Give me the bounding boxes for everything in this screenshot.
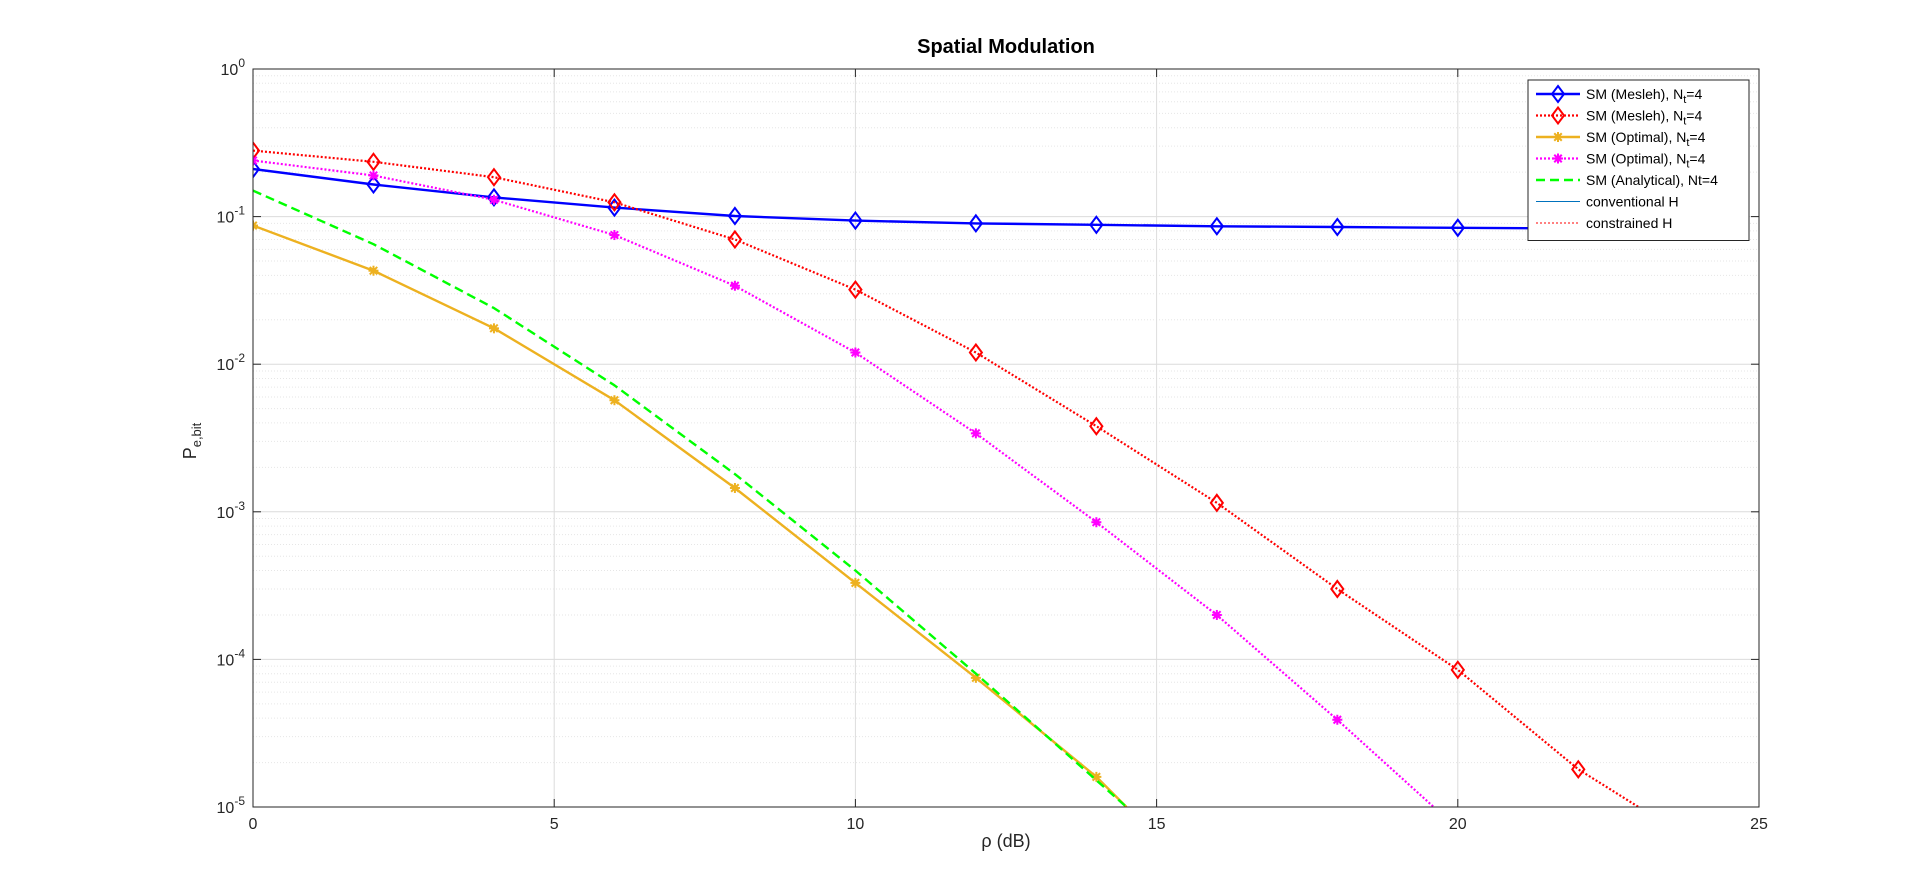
data-point-marker [848,279,863,300]
data-point-marker [1089,215,1104,235]
y-axis-label-main: P [180,447,200,459]
legend-box [1527,79,1750,241]
x-tick-label: 15 [1148,816,1166,833]
y-axis-label-sub: e,bit [189,422,204,447]
legend-label: SM (Mesleh), Nt=4 [1586,108,1702,128]
data-point-marker [368,265,379,276]
data-point-marker [488,323,499,334]
legend-entry: SM (Mesleh), Nt=4 [1536,84,1702,106]
series-line [253,189,1128,807]
data-point-marker [368,170,379,181]
legend-label: SM (Optimal), Nt=4 [1586,151,1706,171]
data-point-marker [253,140,261,161]
x-tick-label: 0 [249,816,258,833]
legend-entry: SM (Analytical), Nt=4 [1536,172,1718,188]
x-tick-label: 5 [550,816,559,833]
x-axis-label: ρ (dB) [981,831,1030,851]
y-tick-label: 10-3 [217,499,246,522]
data-point-marker [1553,153,1563,164]
series-3 [253,155,1435,807]
plot-area [253,69,1759,807]
data-point-marker [1450,660,1466,680]
y-tick-exponent: -2 [234,351,245,365]
data-point-marker [850,577,861,588]
legend-label: SM (Optimal), Nt=4 [1586,129,1706,149]
data-point-marker [727,229,743,250]
data-point-marker [366,152,381,172]
y-tick-exponent: -5 [234,794,245,808]
legend-entry: SM (Mesleh), Nt=4 [1536,105,1702,128]
data-point-marker [727,206,743,226]
series-layer [253,140,1707,807]
data-point-marker [1211,609,1222,620]
data-point-marker [1550,84,1566,104]
data-point-marker [968,213,984,234]
data-point-marker [1332,714,1343,725]
x-tick-label: 20 [1449,816,1467,833]
data-point-marker [253,159,261,179]
data-point-marker [1550,105,1566,126]
plot-frame [252,68,1760,808]
data-point-marker [253,155,258,166]
data-point-marker [1571,759,1586,779]
x-tick-label: 10 [847,816,865,833]
legend: SM (Mesleh), Nt=4SM (Mesleh), Nt=4SM (Op… [1527,79,1750,241]
grid [253,69,1759,807]
y-tick-base: 10 [217,800,235,817]
data-point-marker [848,210,863,231]
data-point-marker [850,347,861,358]
data-point-marker [1330,217,1345,237]
y-tick-label: 10-4 [217,646,246,669]
legend-label: constrained H [1586,215,1672,231]
x-tick-label: 25 [1750,816,1768,833]
data-point-marker [1330,579,1345,599]
legend-label: conventional H [1586,194,1679,210]
data-point-marker [253,220,258,231]
legend-label: SM (Analytical), Nt=4 [1586,172,1718,188]
series-4 [253,189,1128,807]
legend-entry: constrained H [1536,215,1672,231]
chart-title: Spatial Modulation [917,36,1095,58]
data-point-marker [1450,218,1466,238]
y-tick-label: 10-2 [217,351,246,374]
data-point-marker [607,192,622,212]
data-point-marker [486,187,502,208]
y-tick-exponent: 0 [238,56,245,70]
y-axis-label: Pe,bit [180,422,204,459]
data-point-marker [366,174,381,195]
y-tick-label: 10-5 [217,794,246,817]
y-tick-label: 10-1 [217,204,246,227]
data-point-marker [1209,216,1225,236]
legend-entry: conventional H [1536,194,1679,210]
y-tick-label: 100 [221,56,246,79]
y-tick-base: 10 [221,62,239,79]
data-point-marker [486,167,502,187]
data-point-marker [1089,416,1104,436]
y-tick-base: 10 [217,357,235,374]
legend-entry: SM (Optimal), Nt=4 [1536,129,1706,149]
data-point-marker [729,280,740,291]
y-tick-exponent: -1 [234,204,245,218]
data-point-marker [968,342,984,363]
data-point-marker [970,428,981,439]
data-point-marker [609,395,620,406]
y-tick-base: 10 [217,505,235,522]
data-point-marker [729,482,740,493]
data-point-marker [609,230,620,241]
data-point-marker [1209,493,1225,513]
data-point-marker [1553,132,1563,142]
y-tick-exponent: -4 [234,646,245,660]
y-tick-base: 10 [217,652,235,669]
y-tick-exponent: -3 [234,499,245,513]
legend-label: SM (Mesleh), Nt=4 [1586,86,1702,106]
series-1 [253,140,1640,807]
y-tick-base: 10 [217,210,235,227]
data-point-marker [488,194,499,205]
x-axis-ticks: 0 5 10 15 20 25 [249,69,1768,833]
legend-entry: SM (Optimal), Nt=4 [1536,151,1706,171]
data-point-marker [1091,517,1102,528]
